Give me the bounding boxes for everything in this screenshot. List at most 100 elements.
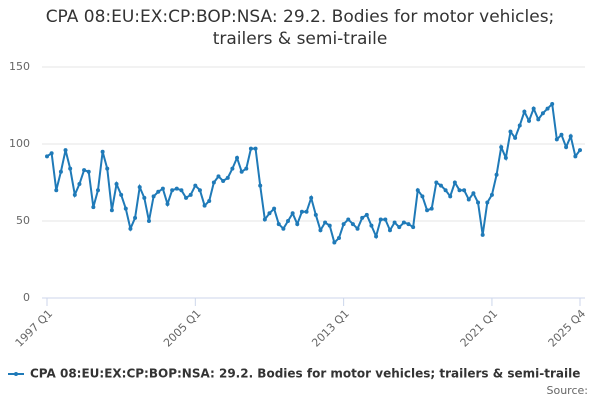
chart-title: CPA 08:EU:EX:CP:BOP:NSA: 29.2. Bodies fo…	[45, 7, 555, 49]
data-point	[221, 178, 226, 183]
data-point	[179, 188, 184, 193]
data-point	[272, 206, 277, 211]
data-point	[58, 169, 63, 174]
data-point	[457, 188, 462, 193]
data-point	[383, 217, 388, 222]
data-point	[564, 145, 569, 150]
data-point	[513, 135, 518, 140]
data-point	[452, 180, 457, 185]
data-point	[494, 172, 499, 177]
data-point	[462, 188, 467, 193]
data-point	[550, 101, 555, 106]
x-tick-label: 2005 Q1	[161, 307, 204, 350]
data-point	[401, 220, 406, 225]
data-point	[184, 195, 189, 200]
data-point	[378, 217, 383, 222]
data-point	[448, 194, 453, 199]
data-point	[309, 195, 314, 200]
data-point	[392, 220, 397, 225]
data-point	[545, 106, 550, 111]
data-point	[160, 186, 165, 191]
data-point	[239, 169, 244, 174]
data-point	[77, 182, 82, 187]
data-point	[341, 222, 346, 227]
data-point	[151, 194, 156, 199]
data-point	[262, 217, 267, 222]
data-point	[346, 217, 351, 222]
data-point	[415, 188, 420, 193]
data-point	[253, 146, 258, 151]
data-point	[429, 206, 434, 211]
y-tick-label: 150	[9, 60, 30, 73]
data-point	[202, 203, 207, 208]
data-point	[299, 209, 304, 214]
data-point	[45, 154, 49, 159]
data-point	[522, 109, 527, 114]
y-tick-label: 50	[16, 214, 30, 227]
data-point	[397, 225, 402, 230]
data-point	[49, 151, 54, 156]
data-point	[286, 219, 291, 223]
data-point	[188, 192, 193, 197]
data-point	[425, 208, 430, 213]
data-point	[485, 200, 490, 205]
data-point	[105, 166, 110, 171]
data-point	[360, 215, 365, 220]
series-line	[46, 101, 581, 245]
data-point	[387, 228, 392, 233]
data-point	[72, 192, 77, 197]
data-point	[258, 183, 263, 188]
y-tick-label: 0	[23, 291, 30, 304]
data-point	[128, 226, 133, 231]
data-point	[133, 215, 138, 220]
data-point	[443, 188, 448, 193]
data-point	[295, 222, 300, 227]
data-point	[336, 235, 341, 240]
data-point	[517, 123, 522, 128]
x-tick-label: 2021 Q1	[458, 307, 501, 350]
data-point	[109, 208, 114, 213]
legend-marker	[14, 372, 18, 376]
data-point	[554, 137, 559, 142]
data-point	[578, 148, 582, 153]
data-point	[54, 188, 59, 193]
data-point	[63, 148, 68, 153]
data-point	[137, 185, 142, 190]
data-point	[406, 222, 411, 227]
data-point	[499, 145, 504, 150]
data-point	[332, 240, 337, 245]
data-point	[267, 211, 272, 216]
data-point	[438, 183, 443, 188]
data-point	[290, 211, 295, 216]
data-point	[248, 146, 253, 151]
data-point	[350, 222, 355, 227]
data-point	[142, 195, 147, 200]
data-point	[174, 186, 179, 191]
data-point	[318, 228, 323, 233]
data-point	[369, 223, 374, 228]
legend-label: CPA 08:EU:EX:CP:BOP:NSA: 29.2. Bodies fo…	[30, 367, 580, 381]
data-point	[119, 192, 124, 197]
data-point	[244, 166, 249, 171]
data-point	[323, 220, 328, 225]
data-point	[480, 232, 485, 237]
data-point	[374, 234, 379, 239]
data-point	[146, 219, 151, 223]
data-point	[276, 222, 281, 227]
data-point	[355, 226, 360, 231]
data-point	[235, 155, 240, 160]
data-point	[68, 166, 73, 171]
data-point	[489, 192, 494, 197]
x-tick-label: 2013 Q1	[309, 307, 352, 350]
data-point	[216, 174, 221, 179]
data-point	[82, 168, 87, 173]
data-point	[193, 183, 198, 188]
data-point	[281, 226, 286, 231]
source: Source:	[547, 384, 589, 397]
data-point	[568, 134, 573, 139]
data-point	[531, 106, 536, 111]
data-point	[86, 169, 91, 174]
data-point	[156, 189, 161, 194]
